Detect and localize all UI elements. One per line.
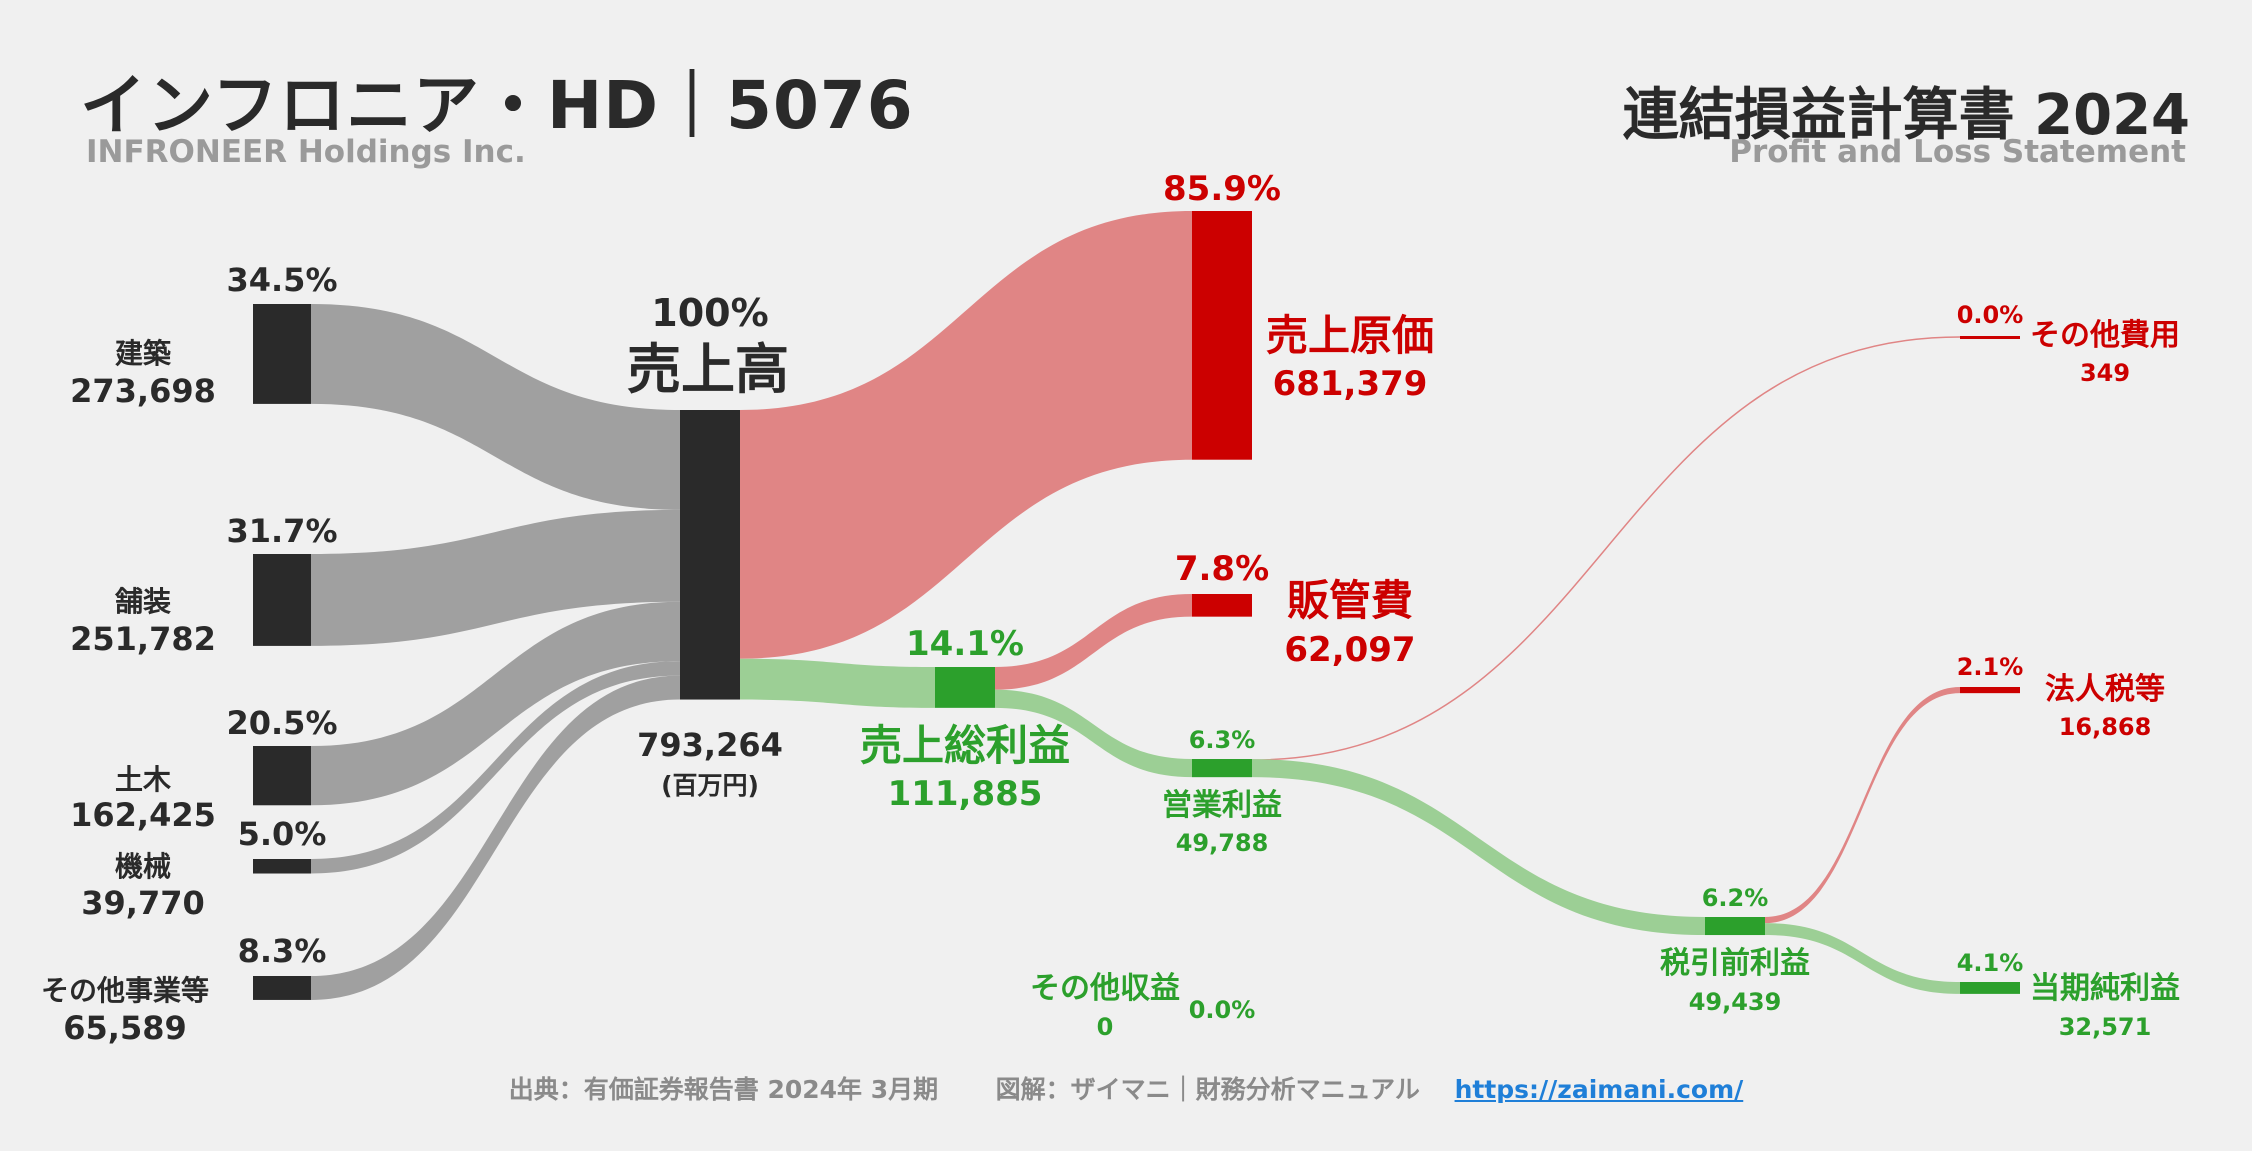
flow-segment-kikai (311, 661, 680, 874)
net-income-node (1960, 982, 2020, 994)
cost-of-sales-label: 売上原価 (1266, 311, 1434, 360)
statement-title: 連結損益計算書 2024 (1622, 83, 2190, 148)
segment-node-other (253, 976, 311, 1000)
segment-value-kenchiku: 273,698 (70, 372, 216, 410)
operating-income-node (1192, 759, 1252, 778)
footer-credit: 図解：ザイマニ｜財務分析マニュアル (995, 1075, 1420, 1104)
segment-node-kenchiku (253, 304, 311, 404)
gross-profit-pct: 14.1% (906, 624, 1024, 664)
sga-value: 62,097 (1284, 630, 1415, 670)
sga-pct: 7.8% (1175, 549, 1269, 589)
operating-income-value: 49,788 (1176, 829, 1269, 857)
pretax-income-node (1705, 917, 1765, 936)
segment-pct-kenchiku: 34.5% (226, 261, 337, 299)
segment-label-hosou: 舗装 (114, 585, 171, 618)
net-income-pct: 4.1% (1957, 949, 2024, 977)
sga-node (1192, 594, 1252, 617)
segment-node-kikai (253, 859, 311, 874)
segment-node-doboku (253, 746, 311, 806)
cost-of-sales-value: 681,379 (1273, 364, 1428, 404)
segment-label-other: その他事業等 (41, 974, 209, 1007)
flow-income-taxes (1765, 687, 1960, 924)
pretax-income-label: 税引前利益 (1660, 946, 1810, 981)
revenue-value: 793,264 (637, 726, 783, 764)
revenue-label: 売上高 (627, 338, 789, 401)
flow-segment-doboku (311, 601, 680, 806)
gross-profit-node (935, 667, 995, 708)
segment-node-hosou (253, 554, 311, 646)
segment-pct-other: 8.3% (238, 932, 327, 970)
revenue-node (680, 410, 740, 700)
other-income-label: その他収益 (1030, 971, 1180, 1006)
other-expenses-value: 349 (2080, 359, 2130, 387)
statement-subtitle: Profit and Loss Statement (1729, 134, 2186, 170)
company-english-name: INFRONEER Holdings Inc. (86, 134, 526, 170)
income-taxes-label: 法人税等 (2045, 672, 2165, 707)
income-taxes-pct: 2.1% (1957, 653, 2024, 681)
footer-link[interactable]: https://zaimani.com/ (1454, 1075, 1744, 1104)
income-taxes-node (1960, 687, 2020, 694)
cost-of-sales-pct: 85.9% (1163, 169, 1281, 209)
flow-segment-hosou (311, 509, 680, 646)
cost-of-sales-node (1192, 211, 1252, 460)
gross-profit-value: 111,885 (888, 774, 1043, 814)
segment-value-doboku: 162,425 (70, 796, 216, 834)
segment-label-doboku: 土木 (115, 763, 171, 796)
footer-source: 出典：有価証券報告書 2024年 3月期 (508, 1075, 939, 1104)
other-expenses-node (1960, 336, 2020, 339)
sankey-nodes (253, 211, 2020, 1000)
pretax-income-value: 49,439 (1689, 988, 1782, 1016)
other-income-value: 0 (1097, 1013, 1114, 1041)
company-title: インフロニア・HD｜5076 (80, 67, 914, 144)
flow-segment-kenchiku (311, 304, 680, 510)
segment-pct-kikai: 5.0% (238, 815, 327, 853)
footer: 出典：有価証券報告書 2024年 3月期 図解：ザイマニ｜財務分析マニュアル h… (0, 1070, 2252, 1106)
net-income-label: 当期純利益 (2030, 971, 2180, 1006)
flow-pretax-income (1252, 759, 1705, 936)
flow-cost-of-sales (740, 211, 1192, 659)
income-taxes-value: 16,868 (2059, 713, 2152, 741)
flow-gross-profit (740, 658, 935, 708)
revenue-unit: (百万円) (661, 771, 759, 800)
segment-value-hosou: 251,782 (70, 620, 216, 658)
flow-operating-income (995, 689, 1192, 778)
revenue-pct: 100% (651, 291, 768, 335)
sga-label: 販管費 (1287, 576, 1413, 625)
segment-pct-doboku: 20.5% (226, 704, 337, 742)
operating-income-label: 営業利益 (1162, 788, 1282, 823)
segment-value-kikai: 39,770 (81, 884, 204, 922)
other-expenses-pct: 0.0% (1957, 301, 2024, 329)
other-expenses-label: その他費用 (2030, 318, 2180, 353)
operating-income-pct: 6.3% (1189, 726, 1256, 754)
flow-sga (995, 594, 1192, 690)
pretax-income-pct: 6.2% (1702, 884, 1769, 912)
segment-pct-hosou: 31.7% (226, 512, 337, 550)
segment-value-other: 65,589 (63, 1009, 186, 1047)
segment-label-kikai: 機械 (115, 850, 171, 883)
net-income-value: 32,571 (2059, 1013, 2152, 1041)
sankey-flows (311, 211, 1961, 1000)
flow-other-expenses (1251, 336, 1961, 761)
segment-label-kenchiku: 建築 (115, 337, 172, 370)
flow-net-income (1765, 923, 1960, 994)
gross-profit-label: 売上総利益 (860, 721, 1070, 770)
other-income-pct: 0.0% (1189, 996, 1256, 1024)
flow-segment-other (311, 675, 680, 1000)
